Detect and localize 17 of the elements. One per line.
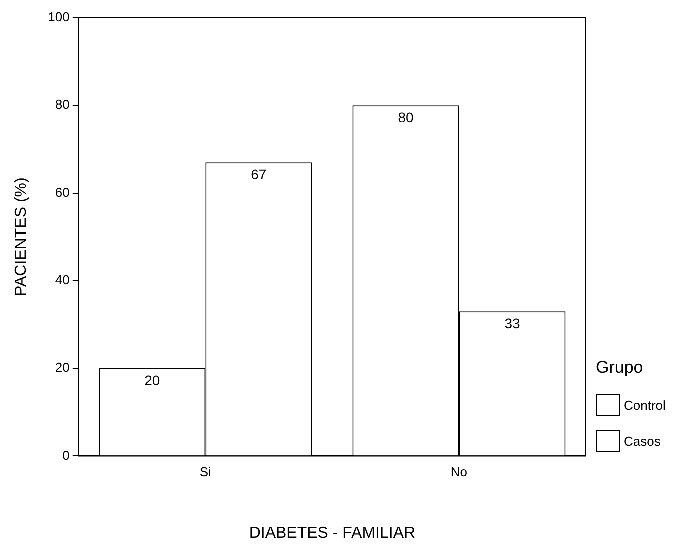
data-label: 33 [504, 315, 520, 332]
y-tick-label: 100 [48, 10, 70, 25]
data-label: 80 [398, 110, 414, 126]
x-tick-label: Si [200, 464, 212, 480]
y-tick-label: 40 [55, 272, 70, 288]
x-axis-title: DIABETES - FAMILIAR [249, 524, 416, 542]
y-axis-title: PACIENTES (%) [13, 178, 30, 297]
y-tick-label: 20 [55, 360, 70, 376]
data-label: 20 [144, 372, 160, 388]
x-tick-label: No [450, 464, 468, 480]
data-label: 67 [251, 166, 267, 182]
legend-title: Grupo [596, 358, 644, 378]
y-tick-label: 0 [62, 448, 70, 463]
y-tick-label: 60 [55, 184, 70, 200]
y-tick-label: 80 [55, 97, 70, 112]
text: Casos [624, 434, 661, 448]
text: Control [624, 398, 666, 412]
